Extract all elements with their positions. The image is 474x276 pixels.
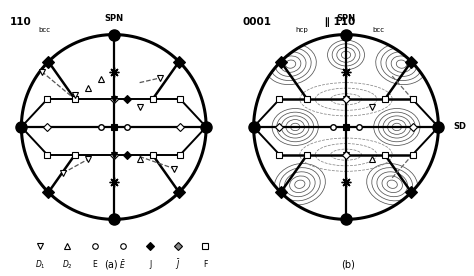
Text: J: J: [149, 260, 151, 269]
Text: hcp: hcp: [295, 27, 308, 33]
Text: $\bar{E}$: $\bar{E}$: [119, 258, 126, 271]
Text: SD: SD: [453, 123, 466, 131]
Text: SPN: SPN: [104, 14, 123, 23]
Text: (b): (b): [341, 260, 356, 270]
Text: $D_1$: $D_1$: [35, 258, 46, 271]
Text: SPN: SPN: [337, 14, 356, 23]
Text: (a): (a): [105, 260, 118, 270]
Text: ∥ 110: ∥ 110: [321, 17, 356, 27]
Text: bcc: bcc: [38, 27, 50, 33]
Text: 110: 110: [10, 17, 32, 27]
Text: $\bar{J}$: $\bar{J}$: [174, 257, 181, 272]
Text: bcc: bcc: [372, 27, 384, 33]
Text: $D_2$: $D_2$: [62, 258, 73, 271]
Text: F: F: [203, 260, 207, 269]
Text: 0001: 0001: [243, 17, 272, 27]
Text: E: E: [92, 260, 97, 269]
